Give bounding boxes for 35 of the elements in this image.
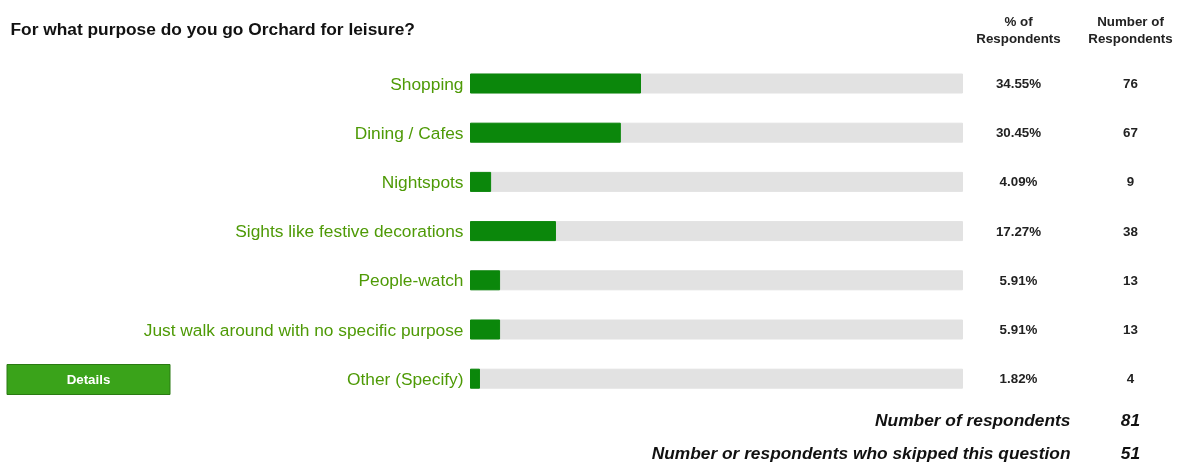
data-label: 1.82%: [999, 371, 1038, 387]
text: % of Respondents: [976, 14, 1061, 46]
y-tick-label: Dining / Cafes: [354, 122, 464, 143]
text: For what purpose do you go Orchard for leisure?: [10, 18, 415, 39]
text: 9: [1126, 174, 1135, 190]
text: 13: [1123, 272, 1138, 288]
text: 76: [1123, 76, 1138, 91]
bar: [470, 171, 492, 192]
y-tick-label: Nightspots: [381, 171, 464, 192]
text: 4: [1126, 371, 1135, 387]
bar: [470, 319, 501, 340]
data-label: 17.27%: [995, 223, 1042, 239]
bar: [470, 221, 556, 242]
y-tick-label: Just walk around with no specific purpose: [143, 319, 464, 340]
text: Number of respondents: [875, 409, 1071, 430]
bar: [470, 368, 480, 389]
text: 67: [1123, 125, 1138, 141]
data-label: 5.91%: [999, 322, 1038, 337]
y-tick-label: Shopping: [390, 73, 464, 94]
text: 38: [1123, 223, 1138, 239]
text: 81: [1120, 409, 1141, 430]
bar: [470, 122, 621, 143]
y-tick-label: Other (Specify): [346, 368, 464, 389]
data-label: 30.45%: [995, 125, 1042, 141]
text: Number or respondents who skipped this question: [651, 442, 1071, 462]
text: 13: [1123, 322, 1138, 337]
data-label: 5.91%: [999, 272, 1038, 288]
data-label: 4.09%: [999, 174, 1038, 190]
y-tick-label: Sights like festive decorations: [235, 221, 464, 242]
y-tick-label: People-watch: [358, 270, 464, 291]
text: 51: [1120, 442, 1141, 462]
data-label: 34.55%: [995, 76, 1042, 91]
text: Number of Respondents: [1088, 14, 1173, 46]
text: Details: [66, 372, 111, 387]
bar: [470, 270, 501, 291]
